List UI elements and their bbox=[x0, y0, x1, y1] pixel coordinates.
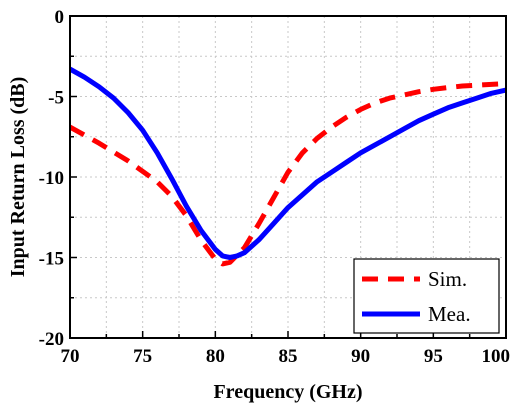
y-tick-label: -5 bbox=[48, 88, 64, 109]
legend-box bbox=[353, 258, 500, 334]
series-sim-line bbox=[70, 81, 506, 267]
y-axis-title: Input Return Loss (dB) bbox=[7, 77, 29, 278]
y-tick-label: -20 bbox=[39, 329, 64, 350]
legend-sim-label: Sim. bbox=[428, 267, 467, 291]
x-tick-label: 95 bbox=[424, 346, 443, 367]
x-tick-label: 80 bbox=[206, 346, 225, 367]
series-mea-line bbox=[70, 66, 506, 260]
y-tick-label: 0 bbox=[55, 7, 65, 28]
x-tick-label: 100 bbox=[482, 346, 511, 367]
x-axis-title: Frequency (GHz) bbox=[213, 381, 362, 403]
y-tick-label: -15 bbox=[39, 249, 64, 270]
ticks bbox=[69, 15, 507, 339]
y-tick-label: -10 bbox=[39, 168, 64, 189]
x-tick-label: 90 bbox=[351, 346, 370, 367]
x-tick-label: 85 bbox=[279, 346, 298, 367]
legend-mea-label: Mea. bbox=[428, 302, 471, 326]
tick-labels: 70 75 80 85 90 95 100 0 -5 -10 -15 -20 bbox=[39, 7, 510, 367]
x-tick-label: 70 bbox=[61, 346, 80, 367]
x-tick-label: 75 bbox=[133, 346, 152, 367]
series-layer bbox=[70, 66, 506, 267]
legend: Sim. Mea. bbox=[353, 258, 500, 334]
